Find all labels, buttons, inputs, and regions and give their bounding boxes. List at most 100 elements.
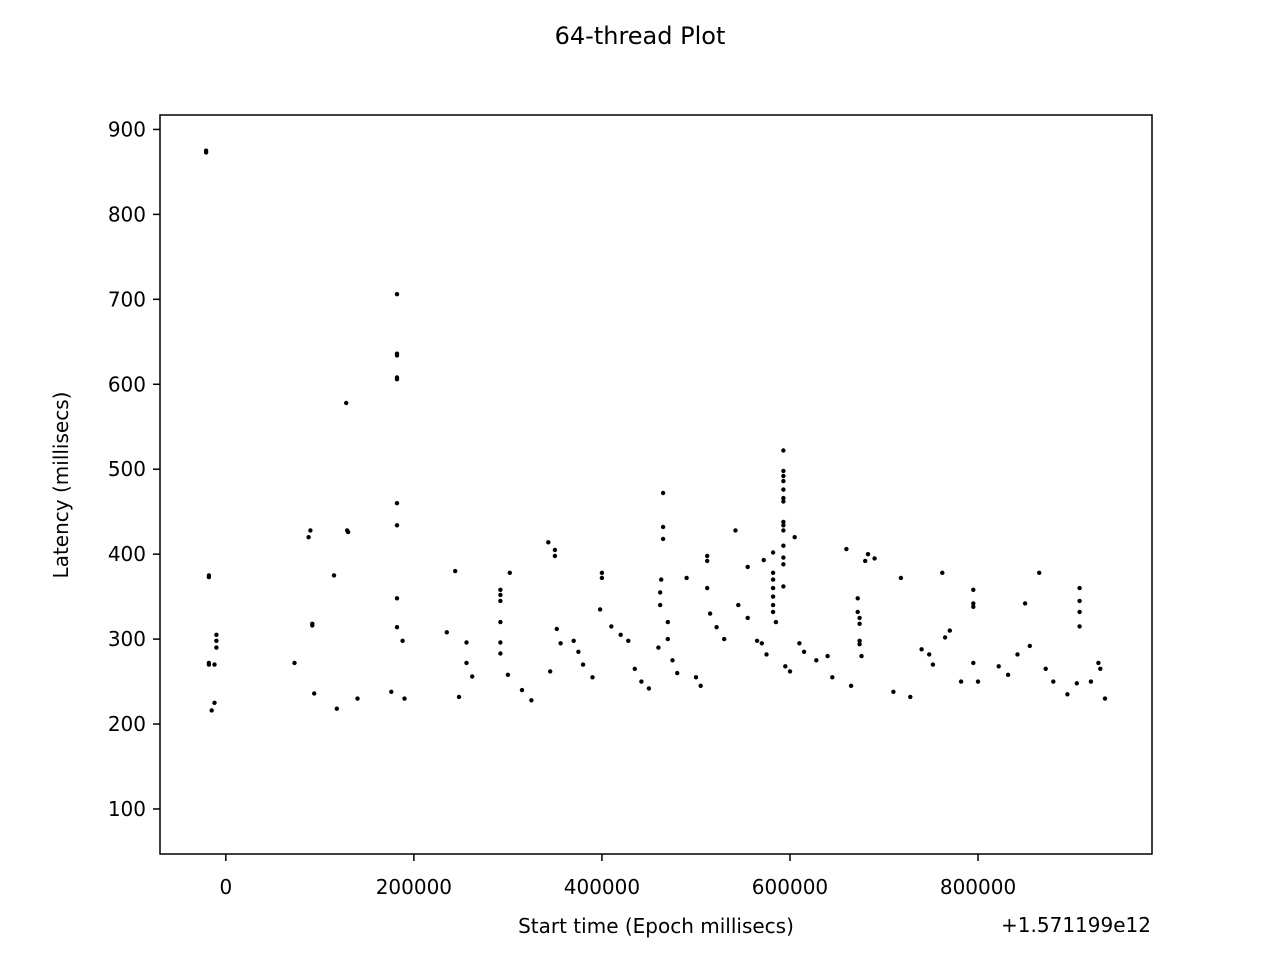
data-point	[498, 592, 503, 598]
data-point	[908, 694, 913, 700]
data-point	[781, 528, 786, 533]
data-point	[797, 641, 802, 646]
data-point	[781, 519, 786, 525]
data-point	[498, 619, 503, 625]
data-point	[394, 596, 400, 601]
data-point	[787, 669, 793, 674]
data-point	[576, 649, 581, 654]
data-point	[781, 562, 786, 567]
data-point	[665, 636, 670, 642]
x-tick-label: 200000	[376, 875, 452, 899]
data-point	[632, 666, 637, 671]
data-point	[705, 553, 710, 559]
data-point	[1088, 679, 1094, 684]
data-point	[942, 635, 948, 640]
data-point	[464, 640, 469, 645]
data-point	[733, 528, 738, 533]
data-point	[660, 490, 666, 496]
data-point	[402, 696, 407, 701]
y-tick-label: 800	[108, 202, 146, 226]
y-tick-label: 100	[108, 797, 146, 821]
data-point	[781, 555, 786, 560]
y-tick-label: 600	[108, 372, 146, 396]
data-point	[722, 636, 727, 642]
data-point	[394, 292, 400, 297]
data-point	[930, 662, 936, 667]
data-point	[660, 524, 666, 530]
data-point	[770, 609, 776, 615]
data-point	[400, 638, 405, 643]
data-point	[1077, 585, 1082, 591]
data-point	[590, 675, 595, 680]
data-point	[814, 658, 819, 663]
data-point	[761, 557, 766, 563]
x-tick-label: 600000	[752, 875, 828, 899]
data-point	[344, 400, 349, 406]
data-point	[498, 587, 503, 592]
data-point	[464, 660, 469, 666]
data-point	[660, 536, 666, 542]
data-point	[770, 602, 776, 608]
data-point	[947, 628, 952, 633]
data-point	[891, 689, 896, 694]
data-point	[552, 553, 558, 559]
data-point	[670, 658, 675, 663]
data-point	[203, 150, 209, 155]
y-tick-label: 900	[108, 117, 146, 141]
data-point	[394, 377, 400, 382]
data-point	[801, 649, 807, 654]
chart-title: 64-thread Plot	[555, 22, 726, 50]
y-tick-label: 400	[108, 542, 146, 566]
data-point	[498, 640, 503, 645]
data-point	[214, 645, 219, 650]
data-point	[773, 619, 779, 625]
data-point	[599, 575, 605, 581]
data-point	[971, 660, 976, 666]
data-point	[345, 529, 351, 535]
data-point	[975, 679, 981, 684]
data-point	[781, 495, 786, 501]
data-point	[781, 473, 786, 479]
x-axis-label: Start time (Epoch millisecs)	[518, 914, 794, 938]
x-axis-ticks: 0 200000 400000 600000 800000	[219, 854, 1016, 899]
data-point	[580, 662, 586, 667]
data-point	[745, 564, 750, 570]
data-point	[312, 691, 317, 696]
data-point	[656, 645, 661, 650]
data-point	[554, 626, 559, 632]
data-point	[1077, 609, 1082, 615]
data-point	[505, 672, 511, 677]
data-point	[470, 674, 475, 679]
data-point	[209, 708, 214, 713]
data-point	[444, 630, 449, 635]
data-point	[498, 598, 503, 604]
data-point	[764, 652, 769, 657]
data-point	[308, 528, 313, 533]
data-point	[1005, 672, 1011, 677]
data-point	[705, 585, 710, 591]
data-point	[781, 448, 786, 453]
data-point	[355, 696, 360, 701]
data-point	[783, 664, 788, 669]
data-point	[1077, 624, 1082, 629]
data-point	[394, 501, 400, 506]
data-point	[714, 625, 719, 630]
data-point	[212, 662, 217, 667]
data-point	[1015, 652, 1020, 657]
data-point	[872, 556, 877, 561]
x-tick-label: 0	[219, 875, 232, 899]
data-point	[548, 669, 553, 674]
data-point	[865, 552, 871, 557]
data-point	[675, 670, 680, 676]
y-tick-label: 200	[108, 712, 146, 736]
data-point	[859, 653, 864, 659]
data-point	[571, 638, 576, 643]
data-point	[857, 621, 862, 626]
data-point	[857, 615, 862, 621]
data-point	[1096, 660, 1101, 666]
data-point	[844, 546, 849, 552]
data-point	[334, 706, 339, 711]
data-point	[919, 647, 924, 652]
